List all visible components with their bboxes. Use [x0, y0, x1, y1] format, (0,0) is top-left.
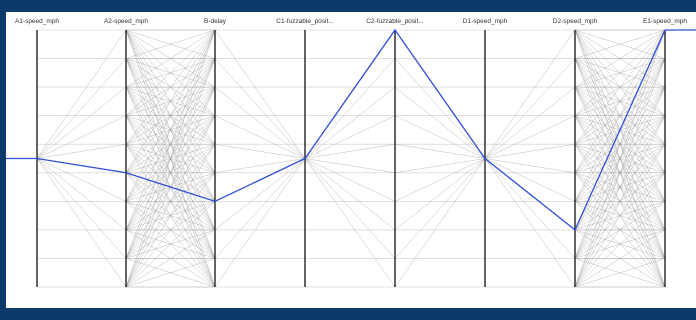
data-line — [125, 29, 216, 145]
data-line — [214, 115, 306, 159]
data-line — [125, 258, 216, 288]
data-line — [125, 172, 216, 288]
data-line — [214, 144, 306, 159]
data-line — [394, 144, 486, 159]
data-line — [36, 144, 127, 159]
data-line — [125, 29, 216, 288]
data-line — [125, 29, 216, 202]
axis-label: C1-fuzzable_posit... — [276, 18, 334, 25]
data-line — [394, 158, 486, 231]
data-line — [574, 29, 666, 59]
data-line — [394, 158, 486, 202]
data-line — [36, 158, 127, 259]
data-line — [484, 158, 576, 259]
background-lines — [36, 29, 666, 288]
data-line — [36, 29, 127, 159]
highlighted-path — [6, 28, 696, 231]
data-line — [484, 158, 576, 288]
data-line — [36, 158, 127, 288]
data-line — [304, 144, 396, 159]
data-line — [394, 158, 486, 259]
data-line — [574, 29, 666, 173]
axis-label: A2-speed_mph — [104, 18, 148, 25]
axis-label: B-delay — [204, 18, 227, 25]
data-line — [125, 29, 216, 230]
data-line — [36, 158, 127, 202]
data-line — [214, 86, 306, 159]
data-line — [125, 29, 216, 173]
axis-label: C2-fuzzable_posit... — [366, 18, 424, 25]
highlight-polyline — [36, 28, 666, 231]
data-line — [484, 144, 576, 159]
data-line — [125, 229, 216, 288]
data-line — [304, 158, 396, 259]
data-line — [214, 158, 306, 288]
data-line — [394, 58, 486, 159]
data-line — [394, 115, 486, 159]
data-line — [574, 29, 666, 116]
data-line — [36, 158, 127, 231]
axis-label: D2-speed_mph — [553, 18, 598, 25]
data-line — [214, 158, 306, 173]
data-line — [574, 144, 666, 288]
data-line — [214, 58, 306, 159]
data-line — [394, 158, 486, 173]
data-line — [394, 158, 486, 288]
data-line — [484, 58, 576, 159]
data-line — [214, 158, 306, 259]
data-line — [304, 115, 396, 159]
data-line — [574, 29, 666, 202]
data-line — [125, 201, 216, 288]
data-line — [125, 144, 216, 288]
data-line — [125, 58, 216, 288]
data-line — [304, 58, 396, 159]
axis-label: E1-speed_mph — [643, 18, 687, 25]
axis-label: D1-speed_mph — [463, 18, 508, 25]
data-line — [214, 29, 306, 159]
axis-label: A1-speed_mph — [15, 18, 59, 25]
axis-labels: A1-speed_mph A2-speed_mph B-delay C1-fuzzab… — [15, 18, 687, 25]
data-line — [574, 229, 666, 288]
data-line — [574, 258, 666, 288]
data-line — [394, 86, 486, 159]
data-line — [125, 29, 216, 259]
data-line — [574, 29, 666, 145]
data-line — [36, 86, 127, 159]
data-line — [484, 158, 576, 202]
data-line — [304, 158, 396, 288]
data-line — [574, 29, 666, 259]
data-line — [574, 172, 666, 288]
data-line — [304, 86, 396, 159]
data-line — [214, 158, 306, 231]
data-line — [574, 87, 666, 288]
chart-panel: A1-speed_mph A2-speed_mph B-delay C1-fuzzab… — [6, 12, 696, 308]
data-line — [304, 158, 396, 173]
data-line — [484, 86, 576, 159]
data-line — [36, 115, 127, 159]
data-line — [125, 115, 216, 288]
data-line — [574, 58, 666, 288]
data-line — [574, 29, 666, 88]
data-line — [125, 29, 216, 59]
data-line — [304, 158, 396, 231]
parallel-coordinates-chart: A1-speed_mph A2-speed_mph B-delay C1-fuzzab… — [6, 18, 696, 288]
data-line — [484, 29, 576, 159]
data-line — [574, 29, 666, 288]
data-line — [304, 158, 396, 202]
data-line — [125, 29, 216, 116]
data-line — [484, 115, 576, 159]
data-line — [36, 58, 127, 159]
data-line — [125, 29, 216, 88]
data-line — [574, 115, 666, 288]
data-line — [574, 201, 666, 288]
data-line — [484, 158, 576, 173]
